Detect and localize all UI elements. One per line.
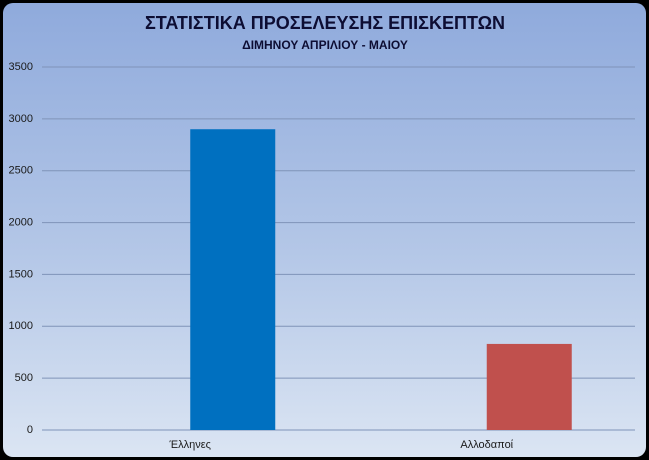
y-tick-label: 500 — [15, 372, 33, 384]
x-tick-label: Έλληνες — [169, 439, 211, 451]
y-tick-label: 3500 — [9, 61, 33, 73]
y-tick-label: 1000 — [9, 320, 33, 332]
x-tick-label: Αλλοδαποί — [460, 439, 513, 451]
bar — [190, 129, 276, 430]
y-tick-label: 2000 — [9, 216, 33, 228]
chart-title: ΣΤΑΤΙΣΤΙΚΑ ΠΡΟΣΕΛΕΥΣΗΣ ΕΠΙΣΚΕΠΤΩΝ — [145, 13, 505, 33]
bar — [486, 343, 572, 430]
y-tick-label: 0 — [27, 424, 33, 436]
y-tick-label: 1500 — [9, 268, 33, 280]
chart-area — [3, 3, 646, 457]
chart-subtitle: ΔΙΜΗΝΟΥ ΑΠΡΙΛΙΟΥ - ΜΑΙΟΥ — [242, 38, 408, 52]
y-tick-label: 2500 — [9, 165, 33, 177]
y-tick-label: 3000 — [9, 113, 33, 125]
